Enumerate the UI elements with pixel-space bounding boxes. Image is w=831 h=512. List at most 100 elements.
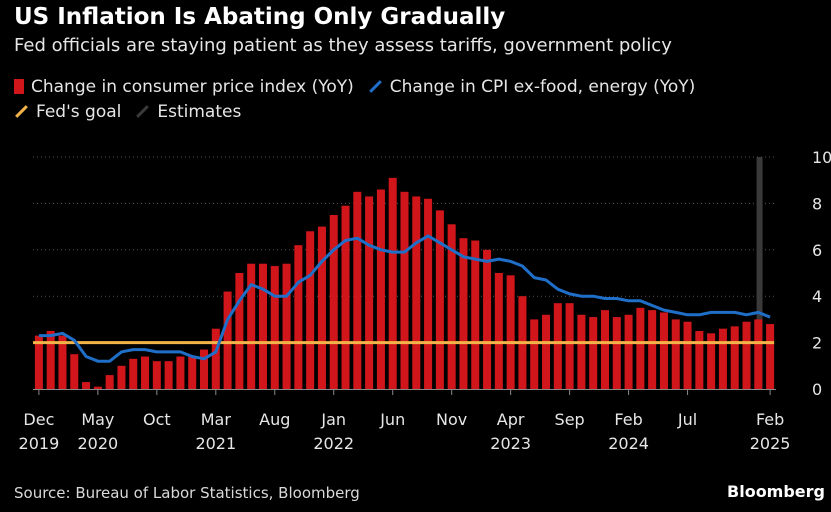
bar-2021-07 [258,263,267,389]
bar-2024-12 [742,321,751,389]
bar-2020-02 [58,335,67,389]
bar-2022-08 [412,196,421,389]
x-tick-month-25: Jan [320,410,346,429]
x-tick-month-50: Feb [614,410,642,429]
bar-2023-08 [553,303,562,389]
legend-item-estimates: Estimates [135,102,241,122]
bar-2020-07 [117,365,126,389]
bar-2021-05 [235,273,244,389]
bar-2023-11 [589,317,598,389]
x-tick-month-55: Jul [677,410,697,429]
bar-2022-06 [388,177,397,389]
bar-2024-01 [612,317,621,389]
bar-2022-02 [341,205,350,389]
bar-2022-09 [424,198,433,389]
bar-2020-06 [105,375,114,389]
x-tick-year-5: 2020 [78,434,119,453]
y-tick-label-0: 0 [812,380,822,399]
bar-2024-02 [624,314,633,389]
bar-2023-01 [471,240,480,389]
x-tick-month-40: Apr [497,410,525,429]
bar-2022-04 [365,196,374,389]
estimates-band [756,157,763,389]
bar-2020-10 [152,361,161,389]
bar-2022-10 [435,210,444,389]
bar-2024-06 [671,319,680,389]
x-tick-month-35: Nov [436,410,467,429]
core-cpi-line [38,234,771,363]
bar-2024-11 [730,326,739,389]
bar-2021-02 [199,349,209,389]
bar-2020-11 [164,361,173,389]
bar-2021-01 [188,356,197,389]
bar-2024-10 [718,328,727,389]
bar-2020-05 [93,386,102,389]
x-tick-year-50: 2024 [608,434,649,453]
chart-subtitle: Fed officials are staying patient as the… [14,35,672,56]
bar-2022-11 [447,224,456,389]
bar-2019-12 [34,335,43,389]
bar-2023-07 [542,314,551,389]
bar-2021-04 [223,291,232,389]
legend-swatch-cpi [14,79,24,94]
bar-2021-06 [247,263,256,389]
legend-label-estimates: Estimates [157,101,242,122]
legend-item-cpi: Change in consumer price index (YoY) [14,77,354,97]
bar-2024-03 [636,307,645,389]
x-tick-year-0: 2019 [19,434,60,453]
bar-2022-03 [353,191,362,389]
y-tick-label-8: 8 [812,194,822,213]
bar-2025-01 [754,319,763,389]
bar-2022-05 [376,189,385,389]
bar-2024-09 [707,333,716,389]
bar-2023-03 [494,273,503,389]
x-tick-month-0: Dec [23,410,54,429]
bar-2022-07 [400,191,409,389]
bar-2022-01 [329,215,338,389]
bar-2020-09 [141,356,150,389]
x-tick-month-30: Jun [379,410,405,429]
bar-2020-04 [82,382,91,389]
bar-2022-12 [459,238,468,389]
x-tick-month-15: Mar [201,410,232,429]
x-tick-year-62: 2025 [750,434,791,453]
x-tick-month-20: Aug [259,410,290,429]
bar-2021-09 [282,263,291,389]
bar-2021-03 [211,328,220,389]
x-tick-month-10: Oct [143,410,171,429]
bar-2020-12 [176,356,185,389]
bar-2021-10 [294,245,303,389]
y-tick-label-6: 6 [812,241,822,260]
bar-2024-07 [683,321,692,389]
legend-label-core: Change in CPI ex-food, energy (YoY) [389,76,696,97]
x-tick-year-40: 2023 [490,434,531,453]
bar-2023-02 [483,249,492,389]
legend: Change in consumer price index (YoY) Cha… [14,74,824,124]
bloomberg-logo: Bloomberg [727,482,825,501]
bar-2020-01 [46,331,55,389]
bar-2020-08 [129,358,138,389]
legend-item-goal: Fed's goal [14,102,121,122]
y-tick-label-10: 10% [812,148,831,167]
bar-2024-05 [659,312,668,389]
bar-2021-08 [270,266,279,389]
bar-2025-02 [766,324,775,389]
y-tick-label-2: 2 [812,334,822,353]
y-tick-label-4: 4 [812,287,822,306]
source-note: Source: Bureau of Labor Statistics, Bloo… [14,484,360,502]
legend-label-cpi: Change in consumer price index (YoY) [31,76,354,97]
x-tick-month-5: May [81,410,114,429]
legend-label-goal: Fed's goal [36,101,122,122]
bar-2021-11 [306,231,315,389]
chart-title: US Inflation Is Abating Only Gradually [14,4,506,30]
x-tick-year-15: 2021 [195,434,236,453]
bar-2024-04 [648,310,657,389]
bar-2023-06 [530,319,539,389]
legend-item-core: Change in CPI ex-food, energy (YoY) [368,76,696,97]
bar-2024-08 [695,331,704,389]
bar-2023-04 [506,275,515,389]
bar-2020-03 [70,354,79,389]
bar-2023-12 [600,310,610,389]
bar-2023-09 [565,303,574,389]
